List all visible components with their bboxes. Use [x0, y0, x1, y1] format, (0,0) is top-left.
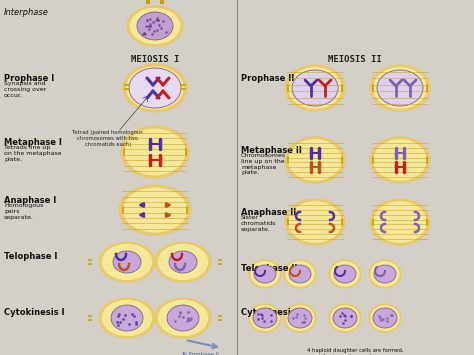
Ellipse shape — [377, 70, 423, 106]
Ellipse shape — [374, 68, 426, 108]
Text: Interphase: Interphase — [4, 8, 49, 17]
Ellipse shape — [333, 308, 357, 328]
Text: Tetrads line up
on the metaphase
plate.: Tetrads line up on the metaphase plate. — [4, 145, 62, 162]
Ellipse shape — [127, 67, 183, 109]
Ellipse shape — [125, 129, 185, 175]
Text: Anaphase I: Anaphase I — [4, 196, 56, 205]
Ellipse shape — [374, 140, 426, 180]
Ellipse shape — [127, 6, 183, 46]
Ellipse shape — [249, 304, 281, 332]
Text: Sister
chromatids
separate.: Sister chromatids separate. — [241, 215, 276, 231]
Ellipse shape — [130, 9, 180, 44]
Text: Cytokinesis II: Cytokinesis II — [241, 308, 304, 317]
Ellipse shape — [253, 308, 277, 328]
Ellipse shape — [113, 251, 141, 273]
Ellipse shape — [289, 140, 341, 180]
Ellipse shape — [374, 265, 396, 283]
Ellipse shape — [331, 306, 359, 330]
Text: Prophase I: Prophase I — [4, 74, 54, 83]
Ellipse shape — [111, 305, 143, 331]
Ellipse shape — [169, 251, 197, 273]
Ellipse shape — [288, 308, 312, 328]
Text: Chromosomes
line up on the
metaphase
plate.: Chromosomes line up on the metaphase pla… — [241, 153, 286, 175]
Ellipse shape — [251, 262, 279, 286]
Ellipse shape — [331, 262, 359, 286]
Ellipse shape — [123, 64, 187, 112]
Ellipse shape — [292, 70, 338, 106]
Ellipse shape — [370, 199, 430, 245]
Ellipse shape — [370, 65, 430, 111]
Text: Synapsis and
crossing over
occur.: Synapsis and crossing over occur. — [4, 81, 46, 98]
Text: 4 haploid daughter cells are formed,
each having only one chromosome: 4 haploid daughter cells are formed, eac… — [307, 348, 403, 355]
Ellipse shape — [102, 300, 152, 335]
Text: Metaphase I: Metaphase I — [4, 138, 62, 147]
Text: Homologous
pairs
separate.: Homologous pairs separate. — [4, 203, 44, 220]
Ellipse shape — [158, 300, 208, 335]
Ellipse shape — [284, 260, 316, 288]
Ellipse shape — [369, 260, 401, 288]
Ellipse shape — [284, 304, 316, 332]
Ellipse shape — [121, 126, 189, 178]
Text: MEIOSIS II: MEIOSIS II — [328, 55, 382, 65]
Ellipse shape — [285, 65, 345, 111]
Text: Telophase II: Telophase II — [241, 264, 297, 273]
Text: Metaphase II: Metaphase II — [241, 146, 302, 155]
Text: Telophase I: Telophase I — [4, 252, 57, 261]
Ellipse shape — [155, 298, 211, 338]
Text: Tetrad (paired homologous
chromosomes with two
chromatids each): Tetrad (paired homologous chromosomes wi… — [73, 130, 144, 147]
Ellipse shape — [129, 68, 181, 108]
Text: MEIOSIS I: MEIOSIS I — [131, 55, 179, 65]
Ellipse shape — [286, 306, 314, 330]
Ellipse shape — [285, 137, 345, 183]
Ellipse shape — [369, 304, 401, 332]
Ellipse shape — [158, 245, 208, 279]
Ellipse shape — [371, 262, 399, 286]
Ellipse shape — [124, 188, 186, 232]
Ellipse shape — [370, 137, 430, 183]
Text: Cytokinesis I: Cytokinesis I — [4, 308, 64, 317]
Ellipse shape — [254, 265, 276, 283]
Ellipse shape — [289, 202, 341, 242]
Text: To Prophase II: To Prophase II — [181, 352, 219, 355]
Ellipse shape — [289, 68, 341, 108]
Ellipse shape — [373, 308, 397, 328]
Ellipse shape — [167, 305, 199, 331]
Ellipse shape — [102, 245, 152, 279]
Ellipse shape — [285, 199, 345, 245]
Ellipse shape — [249, 260, 281, 288]
Ellipse shape — [289, 265, 311, 283]
Ellipse shape — [286, 262, 314, 286]
Ellipse shape — [119, 185, 191, 235]
Ellipse shape — [374, 202, 426, 242]
Ellipse shape — [99, 298, 155, 338]
Text: Anaphase II: Anaphase II — [241, 208, 296, 217]
Ellipse shape — [329, 260, 361, 288]
Ellipse shape — [155, 242, 211, 282]
Text: Prophase II: Prophase II — [241, 74, 294, 83]
Ellipse shape — [137, 12, 173, 40]
Ellipse shape — [251, 306, 279, 330]
Ellipse shape — [99, 242, 155, 282]
Ellipse shape — [334, 265, 356, 283]
Ellipse shape — [329, 304, 361, 332]
Ellipse shape — [371, 306, 399, 330]
